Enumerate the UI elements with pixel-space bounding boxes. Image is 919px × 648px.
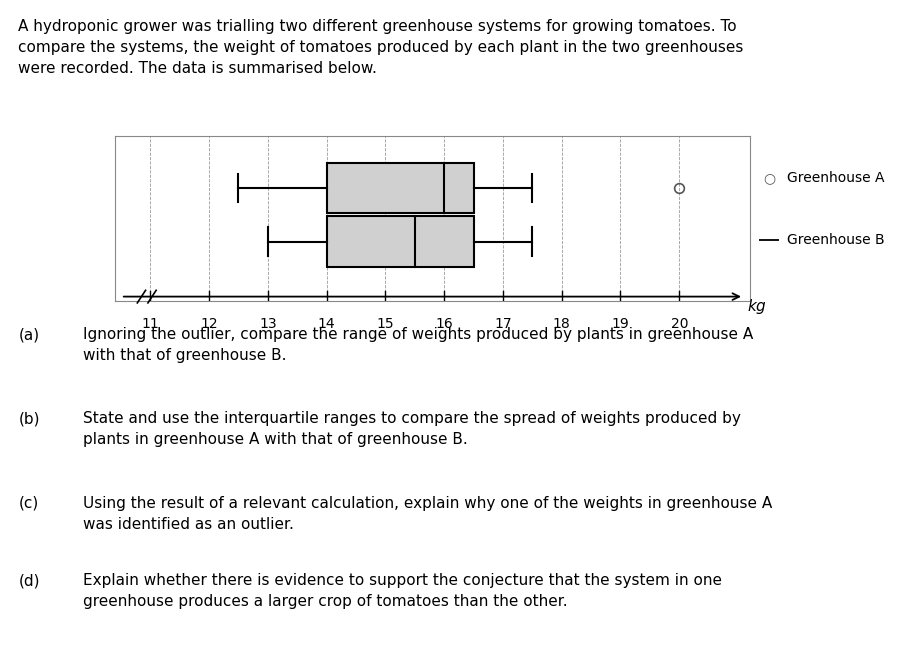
Text: Greenhouse A: Greenhouse A — [786, 171, 883, 185]
Text: (b): (b) — [18, 411, 40, 426]
Text: 11: 11 — [142, 317, 159, 331]
Bar — [326, 163, 473, 213]
Text: 20: 20 — [670, 317, 687, 331]
Text: 19: 19 — [611, 317, 629, 331]
Text: 16: 16 — [435, 317, 452, 331]
Text: State and use the interquartile ranges to compare the spread of weights produced: State and use the interquartile ranges t… — [83, 411, 740, 448]
Text: (c): (c) — [18, 496, 39, 511]
Text: 13: 13 — [259, 317, 277, 331]
Text: 18: 18 — [552, 317, 570, 331]
Text: (d): (d) — [18, 573, 40, 588]
Text: 14: 14 — [317, 317, 335, 331]
Text: Ignoring the outlier, compare the range of weights produced by plants in greenho: Ignoring the outlier, compare the range … — [83, 327, 753, 364]
Text: 15: 15 — [376, 317, 393, 331]
Text: Using the result of a relevant calculation, explain why one of the weights in gr: Using the result of a relevant calculati… — [83, 496, 771, 532]
Text: Explain whether there is evidence to support the conjecture that the system in o: Explain whether there is evidence to sup… — [83, 573, 721, 610]
Text: 12: 12 — [200, 317, 218, 331]
Text: A hydroponic grower was trialling two different greenhouse systems for growing t: A hydroponic grower was trialling two di… — [18, 19, 743, 76]
Text: ○: ○ — [763, 171, 775, 185]
Text: (a): (a) — [18, 327, 40, 342]
Text: 17: 17 — [494, 317, 511, 331]
Text: Greenhouse B: Greenhouse B — [786, 233, 883, 247]
Bar — [326, 216, 473, 267]
Text: $\it{kg}$: $\it{kg}$ — [746, 297, 766, 316]
